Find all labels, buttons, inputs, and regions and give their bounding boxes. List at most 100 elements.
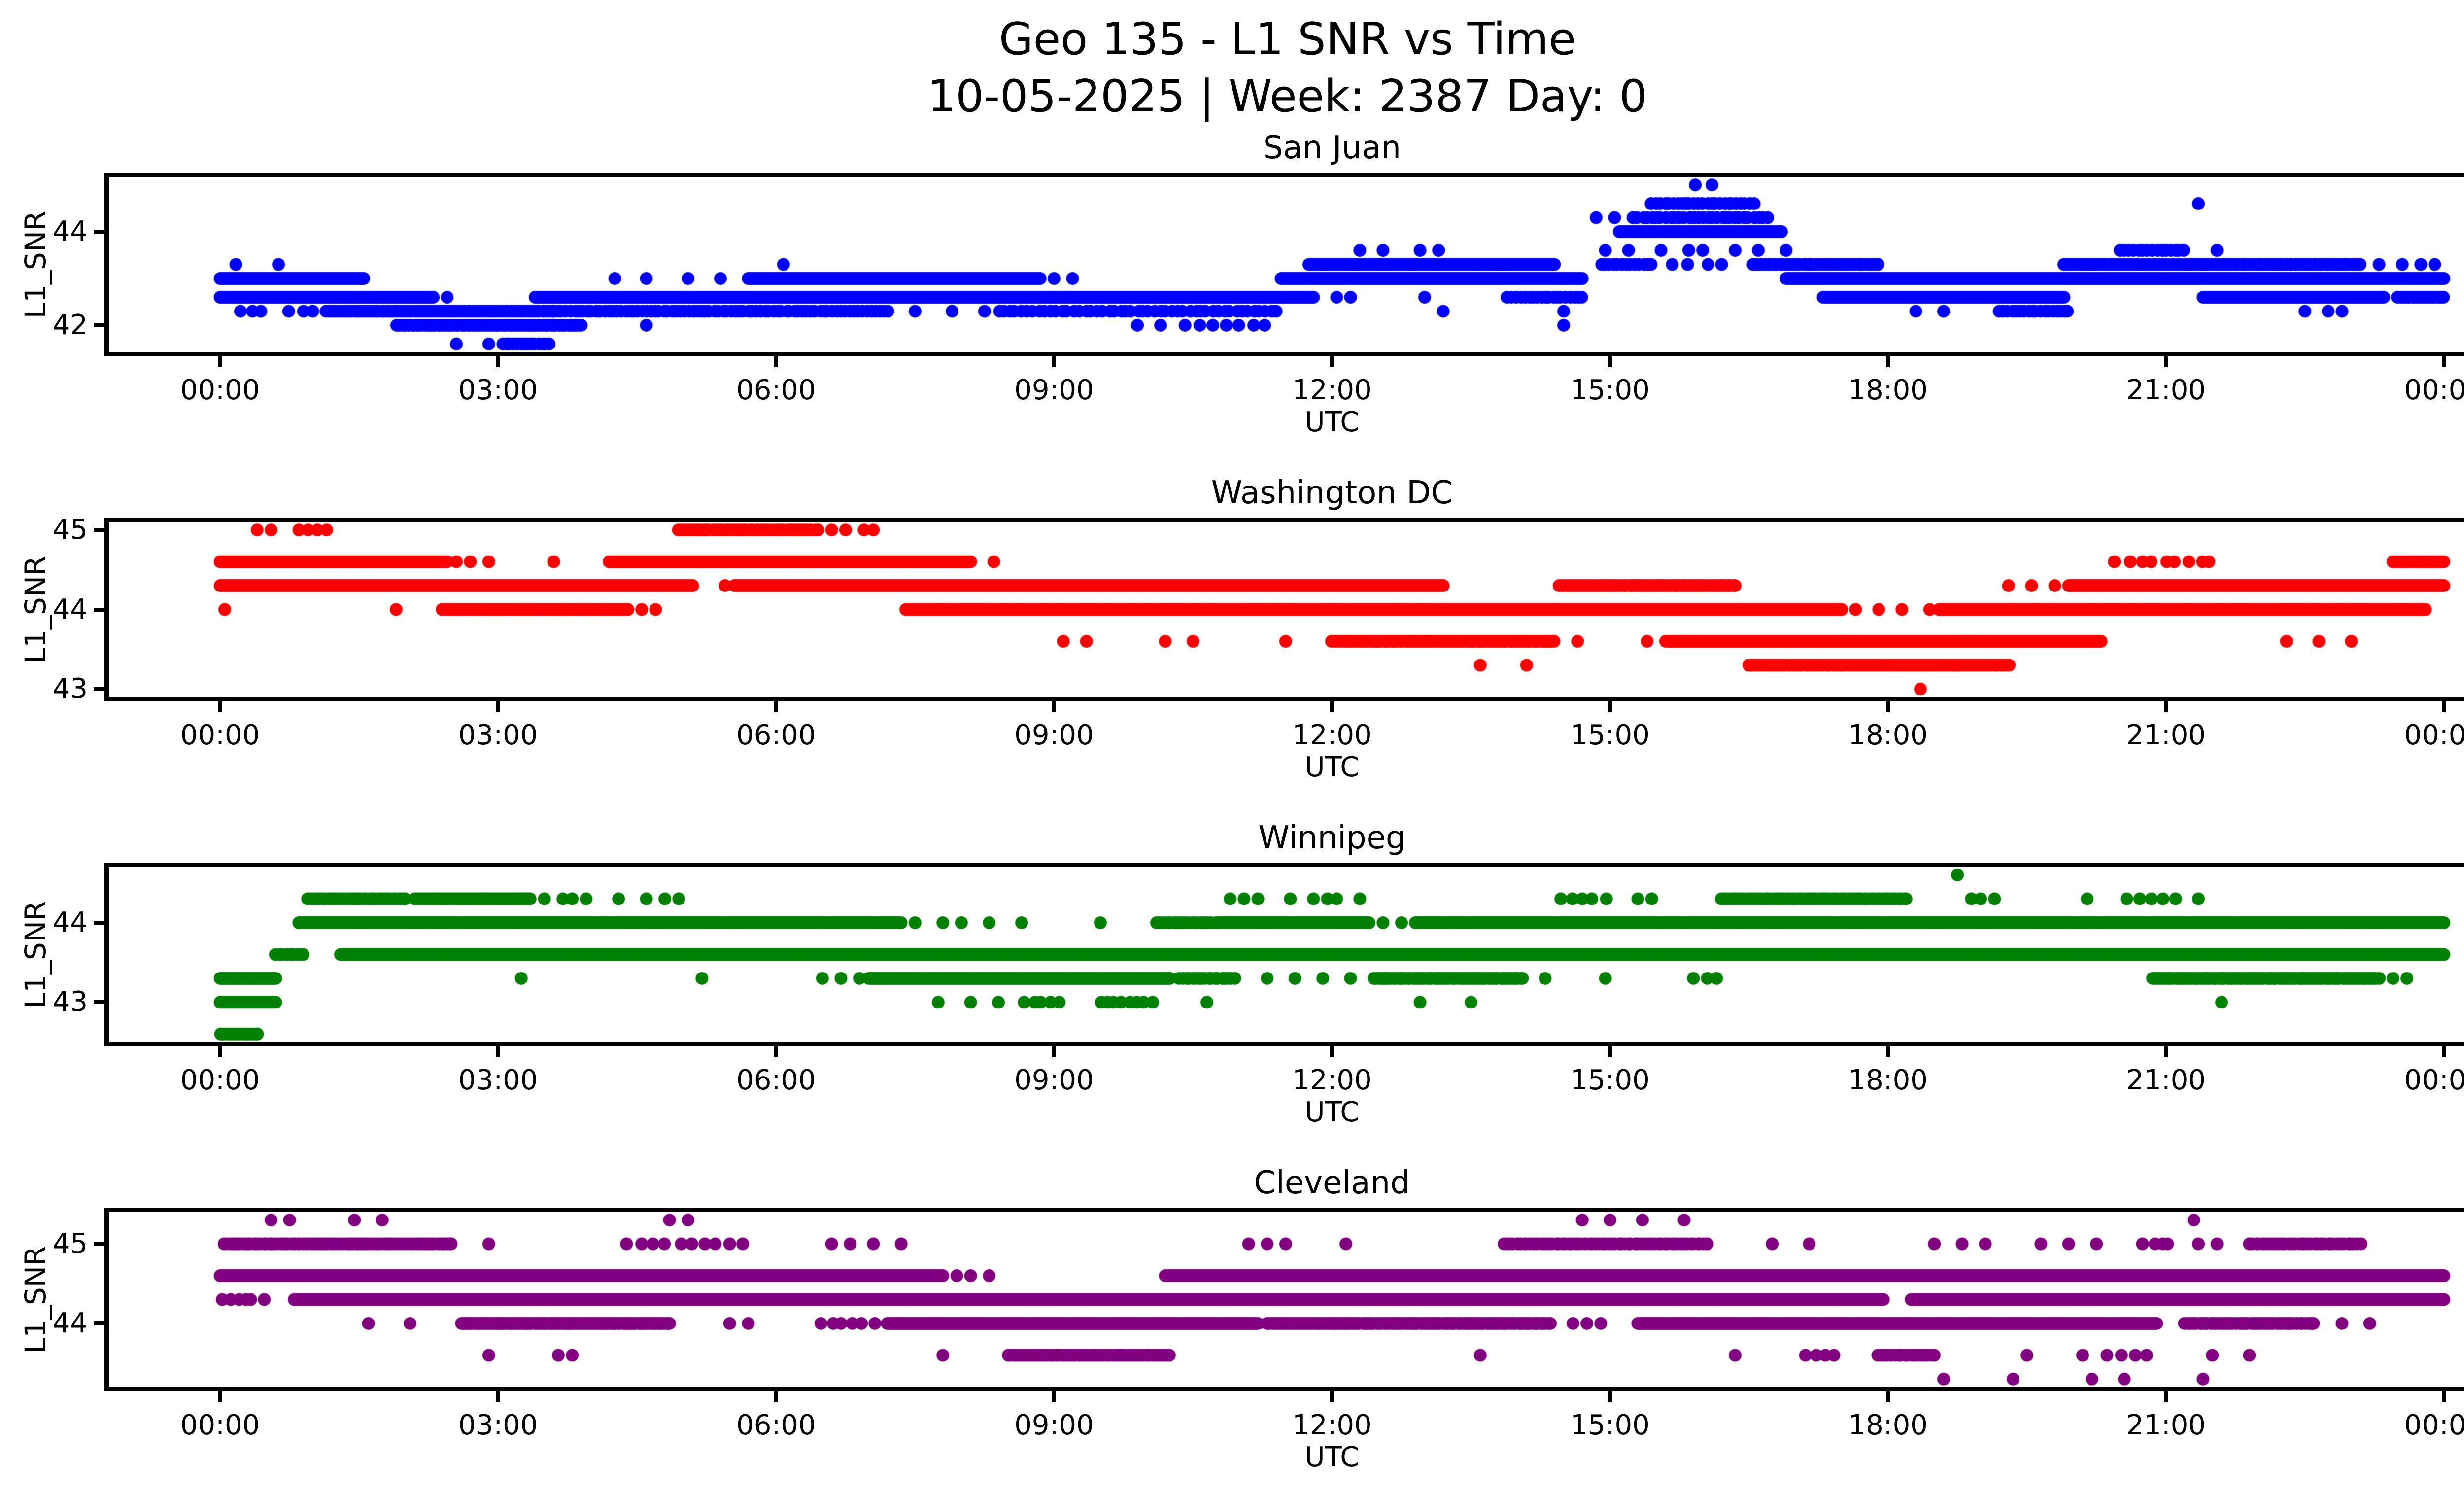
x-tick-label: 15:00 xyxy=(1570,1064,1650,1096)
x-tick-mark xyxy=(218,1046,222,1057)
x-tick-mark xyxy=(774,356,778,367)
y-tick-label: 45 xyxy=(52,1227,88,1260)
x-tick-label: 03:00 xyxy=(458,1409,538,1441)
y-tick-label: 45 xyxy=(52,514,88,546)
x-tick-label: 00:00 xyxy=(180,719,260,751)
plot-area-winnipeg xyxy=(109,867,2464,1042)
x-tick-label: 12:00 xyxy=(1292,1064,1372,1096)
x-tick-mark xyxy=(218,701,222,712)
y-axis-label: L1_SNR xyxy=(19,556,52,663)
y-tick-mark xyxy=(94,1242,104,1246)
x-tick-label: 15:00 xyxy=(1570,374,1650,406)
y-tick-mark xyxy=(94,230,104,234)
y-tick-mark xyxy=(94,1321,104,1325)
y-tick-label: 44 xyxy=(52,1307,88,1339)
plot-area-san-juan xyxy=(109,177,2464,352)
y-tick-mark xyxy=(94,687,104,691)
x-axis-label: UTC xyxy=(1304,1441,1360,1473)
y-tick-mark xyxy=(94,528,104,532)
x-tick-label: 09:00 xyxy=(1014,1409,1094,1441)
x-tick-mark xyxy=(2442,1391,2446,1402)
x-tick-mark xyxy=(1330,1046,1334,1057)
x-tick-mark xyxy=(1608,701,1612,712)
x-tick-mark xyxy=(496,1391,500,1402)
y-tick-label: 44 xyxy=(52,593,88,626)
x-tick-mark xyxy=(1052,1046,1056,1057)
x-tick-mark xyxy=(2164,356,2168,367)
x-tick-mark xyxy=(1886,1046,1890,1057)
axes-frame-winnipeg xyxy=(104,863,2464,1046)
x-tick-mark xyxy=(2164,1046,2168,1057)
y-tick-label: 43 xyxy=(52,672,88,705)
x-tick-label: 18:00 xyxy=(1848,1064,1928,1096)
subplot-title-san-juan: San Juan xyxy=(1263,130,1401,166)
y-tick-label: 42 xyxy=(52,309,88,341)
x-tick-mark xyxy=(1608,1391,1612,1402)
x-tick-mark xyxy=(2164,701,2168,712)
x-tick-label: 09:00 xyxy=(1014,719,1094,751)
axes-frame-washington-dc xyxy=(104,518,2464,701)
x-tick-label: 12:00 xyxy=(1292,374,1372,406)
x-tick-mark xyxy=(2442,1046,2446,1057)
x-tick-mark xyxy=(1052,1391,1056,1402)
subplot-title-washington-dc: Washington DC xyxy=(1211,475,1453,511)
x-tick-label: 18:00 xyxy=(1848,1409,1928,1441)
x-tick-label: 15:00 xyxy=(1570,1409,1650,1441)
x-tick-mark xyxy=(218,1391,222,1402)
x-tick-label: 06:00 xyxy=(736,1064,816,1096)
x-tick-mark xyxy=(1886,356,1890,367)
x-tick-label: 06:00 xyxy=(736,1409,816,1441)
x-tick-mark xyxy=(496,701,500,712)
x-tick-mark xyxy=(774,701,778,712)
x-tick-label: 00:00 xyxy=(2404,1409,2464,1441)
plot-area-cleveland xyxy=(109,1212,2464,1387)
x-tick-mark xyxy=(1886,701,1890,712)
x-tick-mark xyxy=(1608,1046,1612,1057)
x-axis-label: UTC xyxy=(1304,751,1360,783)
x-axis-label: UTC xyxy=(1304,406,1360,438)
x-tick-label: 21:00 xyxy=(2126,1064,2206,1096)
x-tick-mark xyxy=(496,356,500,367)
x-tick-label: 12:00 xyxy=(1292,1409,1372,1441)
x-tick-mark xyxy=(1330,701,1334,712)
y-axis-label: L1_SNR xyxy=(19,1246,52,1354)
y-tick-mark xyxy=(94,920,104,925)
x-tick-label: 03:00 xyxy=(458,719,538,751)
x-tick-label: 00:00 xyxy=(180,1409,260,1441)
y-tick-label: 43 xyxy=(52,986,88,1018)
x-tick-label: 00:00 xyxy=(180,1064,260,1096)
x-tick-mark xyxy=(774,1046,778,1057)
x-tick-label: 03:00 xyxy=(458,1064,538,1096)
x-tick-mark xyxy=(1330,356,1334,367)
x-tick-label: 00:00 xyxy=(2404,374,2464,406)
x-tick-label: 09:00 xyxy=(1014,1064,1094,1096)
x-tick-label: 06:00 xyxy=(736,374,816,406)
y-axis-label: L1_SNR xyxy=(19,210,52,318)
plot-area-washington-dc xyxy=(109,522,2464,697)
x-tick-mark xyxy=(1886,1391,1890,1402)
x-tick-mark xyxy=(774,1391,778,1402)
x-tick-mark xyxy=(218,356,222,367)
subplot-title-winnipeg: Winnipeg xyxy=(1258,820,1406,856)
subplot-title-cleveland: Cleveland xyxy=(1254,1165,1410,1201)
x-tick-label: 03:00 xyxy=(458,374,538,406)
y-tick-mark xyxy=(94,607,104,612)
x-tick-label: 00:00 xyxy=(180,374,260,406)
y-tick-label: 44 xyxy=(52,215,88,248)
x-tick-mark xyxy=(496,1046,500,1057)
y-tick-mark xyxy=(94,323,104,327)
x-tick-label: 12:00 xyxy=(1292,719,1372,751)
x-tick-label: 21:00 xyxy=(2126,719,2206,751)
y-tick-label: 44 xyxy=(52,906,88,939)
x-tick-label: 06:00 xyxy=(736,719,816,751)
x-tick-mark xyxy=(1052,356,1056,367)
x-tick-mark xyxy=(1330,1391,1334,1402)
x-tick-label: 09:00 xyxy=(1014,374,1094,406)
x-tick-mark xyxy=(2164,1391,2168,1402)
y-tick-mark xyxy=(94,1000,104,1005)
figure-title: Geo 135 - L1 SNR vs Time xyxy=(999,13,1576,65)
x-axis-label: UTC xyxy=(1304,1096,1360,1128)
y-axis-label: L1_SNR xyxy=(19,901,52,1008)
x-tick-mark xyxy=(1608,356,1612,367)
